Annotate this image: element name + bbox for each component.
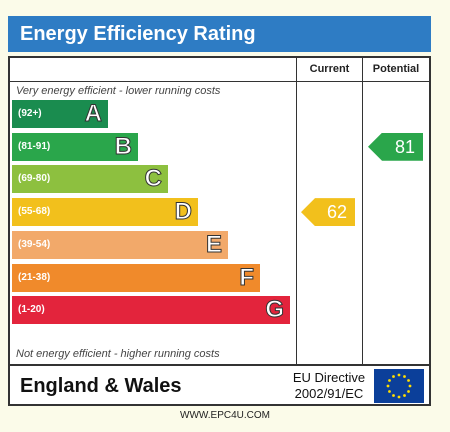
band-f: (21-38) F — [12, 263, 260, 292]
region-label: England & Wales — [20, 375, 182, 397]
eu-star-icon — [397, 373, 401, 377]
band-c: (69-80) C — [12, 165, 168, 194]
current-column-header: Current — [309, 63, 350, 75]
band-letter: C — [144, 165, 162, 193]
band-a: (92+) A — [12, 100, 108, 128]
band-range-label: (92+) — [18, 108, 42, 119]
band-letter: A — [84, 100, 102, 128]
band-e: (39-54) E — [12, 230, 228, 259]
band-letter: E — [205, 230, 222, 258]
eu-star-icon — [388, 390, 391, 393]
eu-star-icon — [386, 384, 390, 388]
band-b: (81-91) B — [12, 132, 138, 161]
website-url: WWW.EPC4U.COM — [180, 410, 270, 421]
eu-star-icon — [392, 375, 395, 378]
eu-star-icon — [392, 394, 395, 397]
band-range-label: (81-91) — [18, 140, 51, 152]
potential-rating-arrow: 81 — [368, 132, 423, 161]
band-letter: G — [265, 296, 285, 324]
band-d: (55-68) D — [12, 198, 198, 227]
band-range-label: (21-38) — [18, 271, 51, 283]
band-range-label: (55-68) — [18, 206, 51, 218]
band-letter: D — [174, 198, 192, 226]
rating-table: Current Potential Very energy efficient … — [8, 56, 431, 366]
current-rating-arrow: 62 — [301, 198, 355, 227]
eu-star-icon — [408, 384, 412, 388]
bottom-note: Not energy efficient - higher running co… — [16, 348, 220, 360]
column-divider — [296, 58, 297, 364]
eu-star-icon — [388, 379, 391, 382]
band-range-label: (39-54) — [18, 238, 51, 250]
eu-star-icon — [407, 390, 410, 393]
directive-line2: 2002/91/EC — [294, 386, 364, 401]
eu-star-icon — [403, 394, 406, 397]
eu-star-icon — [403, 375, 406, 378]
band-range-label: (1-20) — [18, 304, 45, 316]
band-g: (1-20) G — [12, 296, 290, 325]
band-letter: F — [239, 263, 255, 291]
band-letter: B — [114, 132, 132, 160]
column-divider — [362, 58, 363, 364]
potential-column-header: Potential — [372, 63, 420, 75]
header-divider — [296, 81, 429, 82]
footer: England & Wales EU Directive 2002/91/EC — [8, 366, 431, 406]
eu-star-icon — [407, 379, 410, 382]
chart-title: Energy Efficiency Rating — [8, 16, 431, 52]
top-note: Very energy efficient - lower running co… — [16, 85, 221, 97]
band-range-label: (69-80) — [18, 173, 51, 185]
eu-star-icon — [397, 395, 401, 399]
eu-flag-icon — [374, 369, 424, 403]
header-divider — [10, 81, 296, 82]
directive-line1: EU Directive — [292, 370, 366, 385]
eu-directive: EU Directive 2002/91/EC — [286, 370, 372, 402]
